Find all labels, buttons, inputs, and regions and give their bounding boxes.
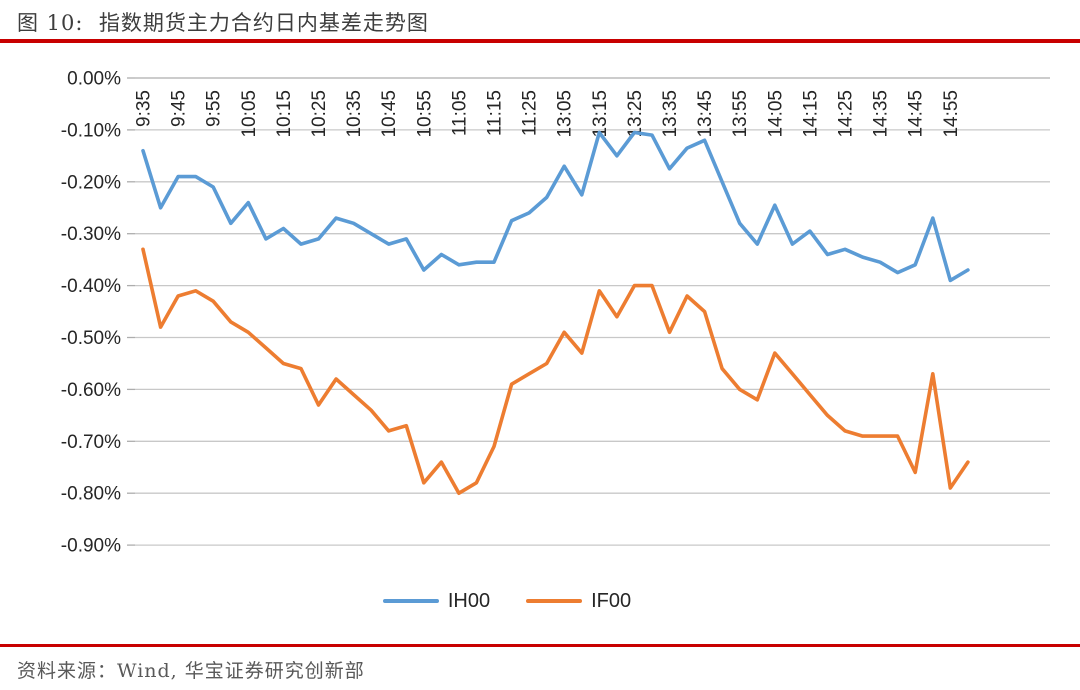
x-tick-label: 10:55 [414, 90, 435, 138]
ih00-line-swatch [382, 599, 439, 603]
y-tick-label: -0.40% [61, 276, 121, 297]
x-tick-label: 11:25 [520, 90, 541, 136]
source-note: 资料来源：Wind, 华宝证券研究创新部 [17, 660, 365, 682]
legend-label-ih00: IH00 [447, 589, 491, 612]
x-tick-label: 13:25 [625, 90, 646, 138]
x-tick-label: 13:35 [660, 90, 681, 138]
x-tick-label: 14:35 [871, 90, 892, 138]
y-tick-label: -0.50% [61, 328, 121, 349]
y-tick-label: -0.60% [61, 380, 121, 401]
x-tick-label: 10:05 [239, 90, 260, 138]
y-tick-label: -0.30% [61, 224, 121, 245]
x-tick-label: 11:05 [449, 90, 470, 136]
y-tick-label: -0.10% [61, 120, 121, 141]
x-tick-label: 14:05 [765, 90, 786, 138]
x-tick-label: 14:45 [906, 90, 927, 138]
source-divider-rule [0, 644, 1080, 647]
x-tick-label: 13:15 [590, 90, 611, 138]
legend-item-if00: IF00 [526, 590, 631, 613]
series-line-if00 [141, 247, 970, 496]
chart-legend: IH00 IF00 [0, 586, 1014, 616]
x-tick-label: 10:25 [309, 90, 330, 138]
x-tick-label: 10:35 [344, 90, 365, 138]
x-tick-label: 9:35 [134, 90, 155, 127]
y-tick-label: -0.90% [61, 536, 121, 557]
x-tick-label: 14:55 [941, 90, 962, 138]
figure-title: 图 10: 指数期货主力合约日内基差走势图 [17, 11, 429, 35]
title-divider-rule [0, 39, 1080, 43]
x-tick-label: 10:45 [379, 90, 400, 138]
x-tick-label: 13:55 [730, 90, 751, 138]
y-tick-label: -0.80% [61, 484, 121, 505]
if00-line-swatch [526, 599, 583, 603]
x-tick-label: 13:45 [695, 90, 716, 138]
x-tick-label: 10:15 [274, 90, 295, 138]
legend-item-ih00: IH00 [382, 589, 491, 613]
y-tick-label: 0.00% [67, 69, 121, 90]
legend-label-if00: IF00 [591, 589, 632, 612]
y-tick-label: -0.20% [61, 172, 121, 193]
x-tick-label: 9:45 [169, 90, 190, 127]
series-line-ih00 [141, 130, 970, 283]
x-tick-label: 14:15 [800, 90, 821, 138]
x-tick-label: 13:05 [555, 90, 576, 138]
x-tick-label: 9:55 [204, 90, 225, 127]
x-tick-label: 14:25 [836, 90, 857, 138]
x-tick-label: 11:15 [485, 90, 506, 136]
y-tick-label: -0.70% [61, 432, 121, 453]
